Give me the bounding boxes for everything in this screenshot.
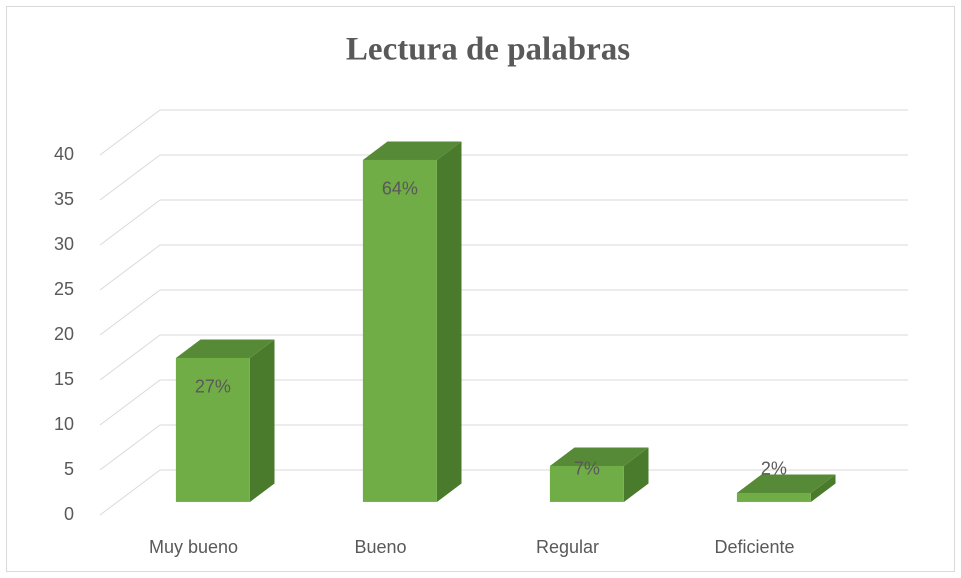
y-tick-label: 0 bbox=[64, 504, 74, 524]
y-tick-label: 30 bbox=[54, 234, 74, 254]
grid-line bbox=[99, 424, 161, 471]
bar-top bbox=[175, 339, 275, 358]
bar-top bbox=[549, 447, 649, 466]
bar-top bbox=[736, 474, 836, 493]
bar-top bbox=[362, 141, 462, 160]
y-tick-label: 20 bbox=[54, 324, 74, 344]
data-label: 2% bbox=[761, 459, 787, 479]
bar bbox=[362, 159, 437, 502]
bar bbox=[175, 357, 250, 502]
bar-side bbox=[249, 339, 275, 502]
bar bbox=[549, 465, 624, 502]
bar bbox=[736, 492, 811, 502]
data-label: 7% bbox=[574, 459, 600, 479]
grid-line bbox=[99, 154, 161, 201]
y-tick-label: 25 bbox=[54, 279, 74, 299]
grid-line bbox=[99, 289, 161, 336]
grid-line bbox=[99, 469, 161, 516]
chart-title: Lectura de palabras bbox=[346, 32, 630, 68]
grid-line bbox=[99, 244, 161, 291]
grid-line bbox=[99, 109, 161, 156]
y-tick-label: 5 bbox=[64, 459, 74, 479]
y-tick-label: 15 bbox=[54, 369, 74, 389]
x-tick-label: Deficiente bbox=[714, 537, 794, 557]
grid-line bbox=[99, 379, 161, 426]
bar-side bbox=[623, 447, 649, 502]
x-tick-label: Muy bueno bbox=[149, 537, 238, 557]
y-tick-label: 35 bbox=[54, 189, 74, 209]
grid-line bbox=[99, 199, 161, 246]
y-tick-label: 10 bbox=[54, 414, 74, 434]
bar-side bbox=[810, 474, 836, 502]
y-tick-label: 40 bbox=[54, 144, 74, 164]
x-tick-label: Bueno bbox=[354, 537, 406, 557]
data-label: 64% bbox=[382, 179, 418, 199]
x-tick-label: Regular bbox=[536, 537, 599, 557]
bar-side bbox=[436, 141, 462, 502]
grid-line bbox=[99, 334, 161, 381]
data-label: 27% bbox=[195, 377, 231, 397]
